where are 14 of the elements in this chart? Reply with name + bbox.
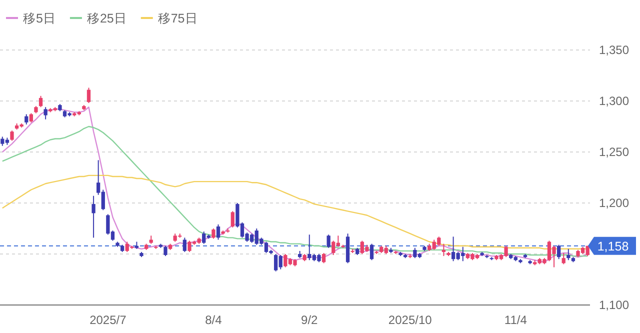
x-tick-label: 8/4 — [205, 313, 222, 327]
y-tick-label: 1,250 — [598, 145, 630, 159]
legend-label: 移25日 — [86, 12, 127, 26]
legend-label: 移75日 — [158, 12, 198, 26]
x-tick-label: 2025/7 — [90, 313, 127, 327]
y-tick-label: 1,200 — [598, 196, 630, 210]
y-tick-label: 1,100 — [598, 298, 630, 312]
x-tick-label: 9/2 — [301, 313, 318, 327]
x-tick-label: 11/4 — [504, 313, 528, 327]
ref-line-label: 1,158 — [597, 239, 629, 254]
y-tick-label: 1,300 — [598, 94, 630, 108]
x-tick-label: 2025/10 — [388, 313, 432, 327]
y-tick-label: 1,350 — [598, 43, 630, 57]
legend-label: 移5日 — [23, 12, 56, 26]
